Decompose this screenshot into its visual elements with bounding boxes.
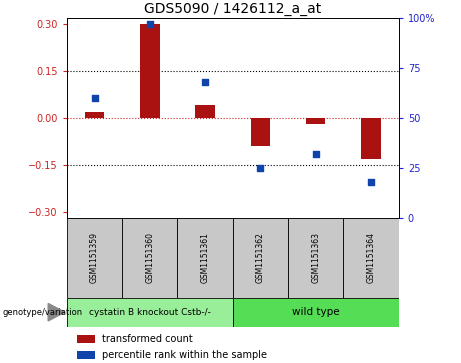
Bar — [288, 218, 343, 298]
Bar — [233, 218, 288, 298]
Title: GDS5090 / 1426112_a_at: GDS5090 / 1426112_a_at — [144, 2, 321, 16]
Text: cystatin B knockout Cstb-/-: cystatin B knockout Cstb-/- — [89, 308, 211, 317]
Text: GSM1151360: GSM1151360 — [145, 232, 154, 283]
Point — [367, 179, 375, 185]
Bar — [77, 351, 95, 359]
Text: transformed count: transformed count — [102, 334, 192, 344]
Bar — [251, 118, 270, 146]
Text: genotype/variation: genotype/variation — [2, 308, 83, 317]
Bar — [306, 118, 325, 124]
Bar — [343, 218, 399, 298]
Bar — [77, 335, 95, 343]
Point — [312, 151, 319, 157]
Text: GSM1151363: GSM1151363 — [311, 232, 320, 283]
Text: wild type: wild type — [292, 307, 340, 317]
Bar — [85, 112, 104, 118]
Point — [201, 79, 209, 85]
Point — [146, 21, 154, 27]
Bar — [177, 218, 233, 298]
Bar — [140, 24, 160, 118]
Bar — [67, 218, 122, 298]
Text: GSM1151362: GSM1151362 — [256, 232, 265, 283]
Text: GSM1151364: GSM1151364 — [366, 232, 376, 283]
Polygon shape — [48, 303, 65, 321]
Text: GSM1151359: GSM1151359 — [90, 232, 99, 283]
Bar — [233, 298, 399, 327]
Text: percentile rank within the sample: percentile rank within the sample — [102, 350, 267, 360]
Bar — [67, 298, 233, 327]
Point — [91, 95, 98, 101]
Point — [257, 165, 264, 171]
Bar — [361, 118, 381, 159]
Text: GSM1151361: GSM1151361 — [201, 232, 210, 283]
Bar — [122, 218, 177, 298]
Bar — [195, 106, 215, 118]
